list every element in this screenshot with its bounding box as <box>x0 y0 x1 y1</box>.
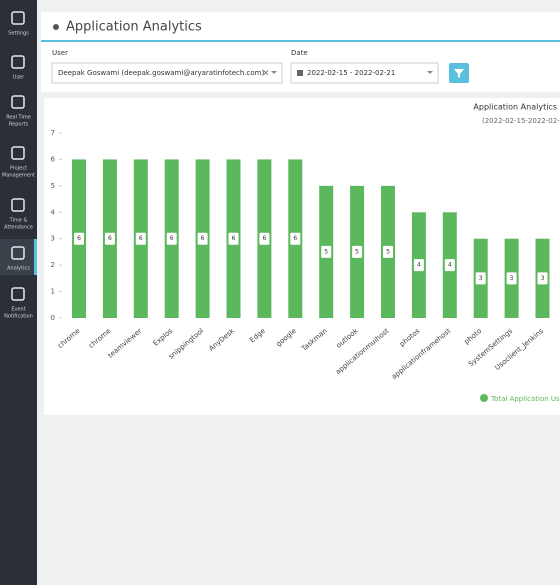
chart-subtitle: (2022-02-15-2022-02-21) <box>482 117 560 125</box>
value-label: 6 <box>170 235 174 242</box>
value-label: 3 <box>541 275 545 282</box>
nav-icon[interactable] <box>11 198 25 212</box>
date-value: 2022-02-15 - 2022-02-21 <box>307 69 395 77</box>
value-label-box <box>475 272 486 285</box>
value-label: 6 <box>139 235 143 242</box>
value-label-box <box>352 245 363 258</box>
y-tick-label: 0 <box>51 314 55 322</box>
nav-label: Analytics <box>7 266 30 272</box>
user-select[interactable] <box>51 62 283 84</box>
value-label: 5 <box>324 248 328 255</box>
value-label-box <box>537 272 548 285</box>
y-tick-label: 1 <box>51 288 55 296</box>
value-label: 6 <box>293 235 297 242</box>
value-label: 3 <box>479 275 483 282</box>
value-label: 6 <box>201 235 205 242</box>
active-marker <box>34 239 37 275</box>
nav-icon[interactable] <box>11 146 25 160</box>
date-select[interactable] <box>290 62 439 84</box>
legend-swatch <box>480 394 488 402</box>
header-bar <box>41 12 560 41</box>
value-label-box <box>321 245 332 258</box>
legend-label: Total Application Usage <box>490 395 560 403</box>
header-underline <box>41 40 560 42</box>
value-label-box <box>197 232 208 245</box>
nav-icon[interactable] <box>11 55 25 69</box>
value-label-box <box>290 232 301 245</box>
active-item <box>0 239 37 275</box>
nav-label: Notification <box>4 314 33 320</box>
sidebar <box>0 0 37 585</box>
value-label-box <box>259 232 270 245</box>
nav-icon[interactable] <box>11 11 25 25</box>
user-label: User <box>52 49 68 57</box>
value-label-box <box>104 232 115 245</box>
value-label: 6 <box>108 235 112 242</box>
y-tick-label: 6 <box>51 155 56 163</box>
value-label: 5 <box>386 248 390 255</box>
filter-icon <box>454 69 464 78</box>
value-label: 6 <box>262 235 266 242</box>
y-tick-label: 7 <box>51 129 55 137</box>
nav-label: Event <box>11 307 25 313</box>
value-label-box <box>413 259 424 272</box>
date-label: Date <box>291 49 308 57</box>
nav-label: Real Time <box>6 115 31 121</box>
value-label: 5 <box>355 248 359 255</box>
page-title: Application Analytics <box>66 20 202 35</box>
value-label-box <box>383 245 393 258</box>
chart-title: Application Analytics <box>473 103 557 112</box>
clear-icon[interactable]: × <box>262 69 270 79</box>
value-label-box <box>444 259 455 272</box>
header-icon <box>53 24 59 30</box>
nav-label: Project <box>10 166 27 172</box>
calendar-icon <box>297 70 303 76</box>
value-label: 4 <box>417 262 421 269</box>
nav-icon[interactable] <box>11 95 25 109</box>
y-tick-label: 2 <box>51 261 55 269</box>
nav-icon[interactable] <box>11 246 25 260</box>
nav-label: Settings <box>8 31 29 37</box>
nav-label: Time & <box>9 218 28 224</box>
y-tick-label: 5 <box>51 182 55 190</box>
value-label: 3 <box>510 275 514 282</box>
value-label-box <box>74 232 84 245</box>
nav-icon[interactable] <box>11 287 25 301</box>
y-tick-label: 4 <box>51 208 56 216</box>
user-value: Deepak Goswami (deepak.goswami@aryaratin… <box>58 69 264 77</box>
value-label-box <box>228 232 239 245</box>
nav-label: User <box>13 75 25 81</box>
value-label: 6 <box>77 235 81 242</box>
nav-label: Reports <box>9 122 29 128</box>
nav-label: Management <box>2 173 35 179</box>
dropdown-arrow <box>271 71 277 74</box>
value-label-box <box>166 232 177 245</box>
dropdown-arrow <box>427 71 433 74</box>
y-tick-label: 3 <box>51 235 55 243</box>
value-label-box <box>506 272 517 285</box>
value-label: 4 <box>448 262 452 269</box>
value-label: 6 <box>232 235 236 242</box>
nav-label: Attendance <box>4 225 33 231</box>
value-label-box <box>135 232 146 245</box>
